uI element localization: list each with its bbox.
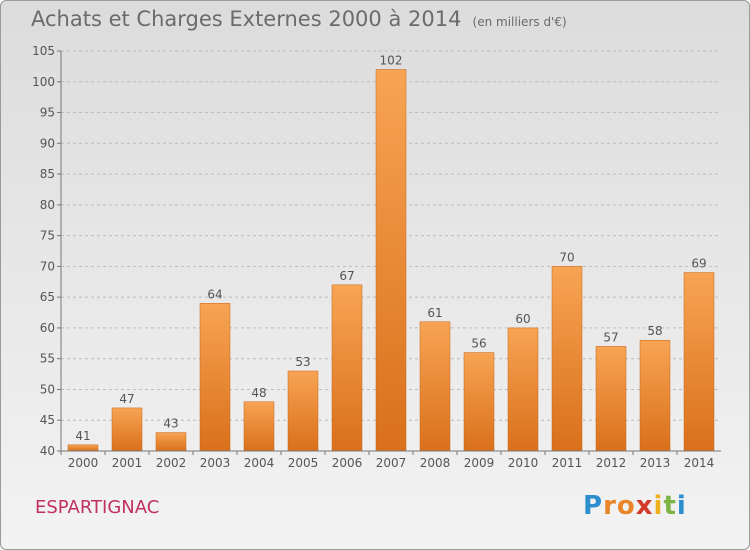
data-label: 48: [251, 386, 266, 400]
data-label: 69: [691, 257, 706, 271]
x-tick-label: 2003: [200, 456, 231, 470]
bar: [507, 327, 539, 452]
y-tick-label: 95: [40, 106, 55, 120]
bar: [111, 407, 143, 452]
y-tick-label: 55: [40, 352, 55, 366]
x-tick-label: 2010: [508, 456, 539, 470]
y-tick-label: 90: [40, 136, 55, 150]
bar: [67, 444, 99, 452]
chart-subtitle: (en milliers d'€): [472, 15, 567, 29]
x-tick-label: 2013: [640, 456, 671, 470]
bar: [199, 303, 231, 452]
proxiti-logo: Proxiti: [583, 491, 687, 521]
data-label: 67: [339, 269, 354, 283]
bar: [683, 272, 715, 452]
logo-letter: P: [583, 491, 604, 521]
x-tick-label: 2014: [684, 456, 715, 470]
y-tick-label: 60: [40, 321, 55, 335]
y-tick-label: 45: [40, 413, 55, 427]
data-label: 70: [559, 250, 574, 264]
bar: [155, 432, 187, 452]
logo-letter: x: [635, 491, 654, 521]
x-tick-label: 2011: [552, 456, 583, 470]
data-label: 58: [647, 324, 662, 338]
data-label: 41: [75, 429, 90, 443]
y-tick-label: 40: [40, 444, 55, 458]
x-tick-label: 2009: [464, 456, 495, 470]
bar: [375, 69, 407, 452]
x-tick-label: 2004: [244, 456, 275, 470]
chart-title: Achats et Charges Externes 2000 à 2014: [31, 7, 462, 31]
title-block: Achats et Charges Externes 2000 à 2014 (…: [31, 7, 567, 31]
x-tick-label: 2012: [596, 456, 627, 470]
commune-name: ESPARTIGNAC: [35, 497, 160, 518]
logo-letter: t: [663, 491, 677, 521]
axes: 40 45 50 55 60 65 70 75 80 85 90 95 100 105 2000 2001 20…: [32, 44, 721, 470]
bars: 41 47 43 64 48 53 67 102 61 56 60 70 57 58 69: [67, 53, 715, 452]
logo-letter: i: [653, 491, 664, 521]
bar: [463, 352, 495, 452]
logo-letter: o: [616, 491, 636, 521]
y-tick-label: 105: [32, 44, 55, 58]
y-tick-label: 65: [40, 290, 55, 304]
y-tick-label: 85: [40, 167, 55, 181]
logo-letter: r: [603, 491, 617, 521]
x-tick-label: 2006: [332, 456, 363, 470]
x-tick-label: 2007: [376, 456, 407, 470]
x-tick-label: 2008: [420, 456, 451, 470]
y-tick-label: 50: [40, 382, 55, 396]
bar: [419, 321, 451, 452]
data-label: 53: [295, 355, 310, 369]
x-tick-label: 2000: [68, 456, 99, 470]
data-label: 47: [119, 392, 134, 406]
bar: [243, 401, 275, 452]
bar: [331, 284, 363, 452]
y-tick-label: 100: [32, 75, 55, 89]
x-tick-label: 2002: [156, 456, 187, 470]
data-label: 61: [427, 306, 442, 320]
data-label: 56: [471, 337, 486, 351]
data-label: 57: [603, 330, 618, 344]
bar: [639, 339, 671, 452]
y-tick-label: 75: [40, 229, 55, 243]
data-label: 102: [380, 53, 403, 67]
y-tick-label: 80: [40, 198, 55, 212]
data-label: 60: [515, 312, 530, 326]
y-tick-label: 70: [40, 259, 55, 273]
bar: [551, 266, 583, 452]
data-label: 64: [207, 287, 222, 301]
logo-letter: i: [676, 491, 687, 521]
bar: [287, 370, 319, 452]
bar: [595, 346, 627, 452]
x-tick-label: 2001: [112, 456, 143, 470]
x-tick-label: 2005: [288, 456, 319, 470]
data-label: 43: [163, 417, 178, 431]
